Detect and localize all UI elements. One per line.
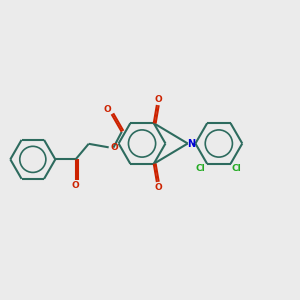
Text: O: O [104, 105, 112, 114]
Text: O: O [72, 181, 80, 190]
Text: O: O [110, 143, 118, 152]
Text: Cl: Cl [231, 164, 241, 173]
Text: O: O [154, 183, 162, 192]
Text: N: N [188, 139, 196, 148]
Text: Cl: Cl [195, 164, 205, 173]
Text: O: O [154, 95, 162, 104]
